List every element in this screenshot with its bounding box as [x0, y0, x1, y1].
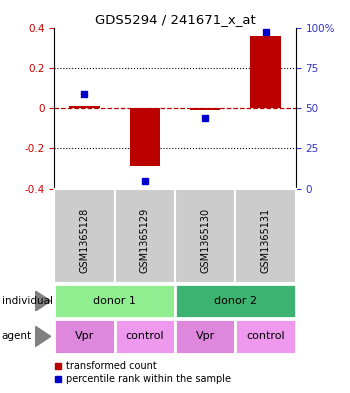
Text: agent: agent — [2, 331, 32, 342]
Legend: transformed count, percentile rank within the sample: transformed count, percentile rank withi… — [50, 358, 235, 388]
Text: Vpr: Vpr — [75, 331, 94, 342]
Text: Vpr: Vpr — [196, 331, 215, 342]
Bar — [69, 106, 99, 108]
Text: GSM1365129: GSM1365129 — [140, 208, 150, 273]
Bar — [130, 108, 160, 167]
Polygon shape — [35, 326, 51, 347]
Bar — [251, 35, 281, 108]
Text: donor 1: donor 1 — [93, 296, 136, 306]
Text: control: control — [126, 331, 164, 342]
Text: control: control — [246, 331, 285, 342]
Polygon shape — [35, 291, 51, 311]
Text: GSM1365131: GSM1365131 — [260, 208, 271, 273]
Text: individual: individual — [2, 296, 53, 306]
Text: donor 2: donor 2 — [214, 296, 257, 306]
Text: GSM1365130: GSM1365130 — [200, 208, 210, 273]
Title: GDS5294 / 241671_x_at: GDS5294 / 241671_x_at — [94, 13, 256, 26]
Bar — [190, 108, 220, 110]
Text: GSM1365128: GSM1365128 — [79, 208, 90, 273]
